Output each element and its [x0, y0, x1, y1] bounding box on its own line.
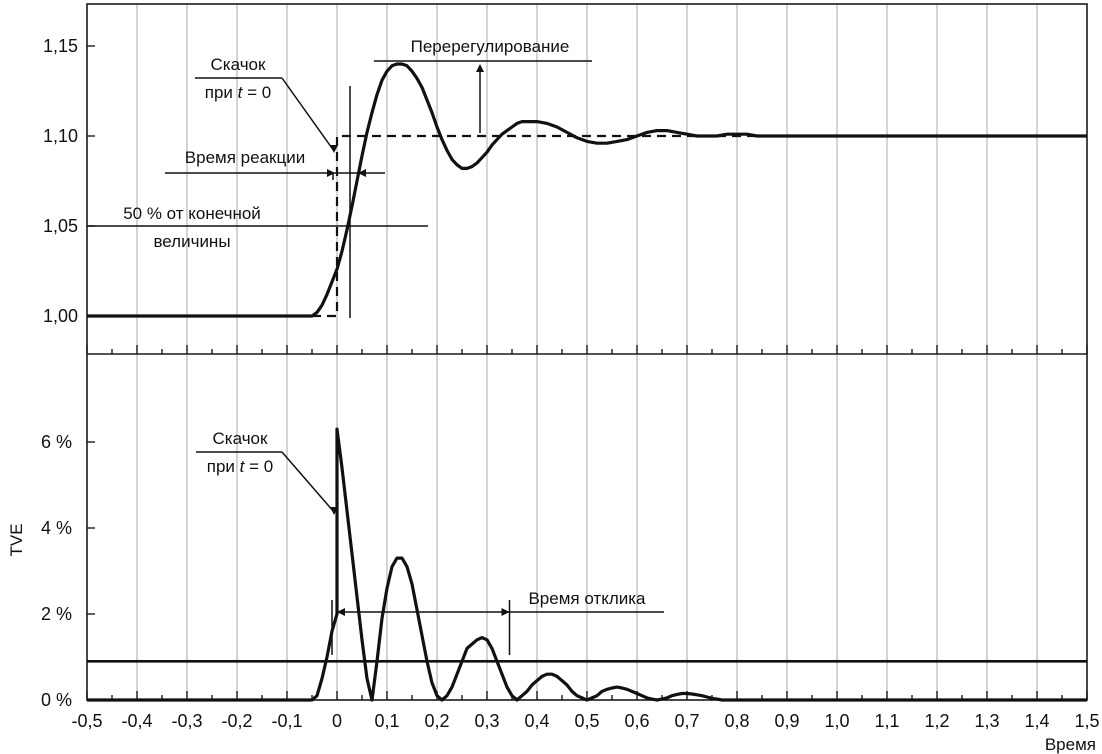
reaction-time-label: Время реакции	[185, 148, 305, 167]
arrow-head	[330, 507, 338, 515]
x-tick-label: -0,5	[71, 711, 102, 731]
x-tick-label: -0,3	[171, 711, 202, 731]
x-tick-label: 0,2	[424, 711, 449, 731]
x-tick-label: 0	[332, 711, 342, 731]
jump-label-line2: при t = 0	[205, 83, 271, 102]
x-tick-label: 0,3	[474, 711, 499, 731]
x-tick-label: 0,9	[774, 711, 799, 731]
jump-label-line2: при t = 0	[207, 457, 273, 476]
x-tick-label: 1,5	[1074, 711, 1099, 731]
x-tick-label: 1,0	[824, 711, 849, 731]
arrow-head	[358, 169, 366, 177]
x-axis-title: Время	[1045, 735, 1096, 754]
fifty-percent-label-line2: величины	[153, 232, 230, 251]
arrow-head	[327, 169, 335, 177]
jump-leader-line-bottom	[281, 451, 335, 513]
y-tick-label-top: 1,10	[43, 126, 78, 146]
bottom-panel-series	[87, 427, 1087, 702]
y-tick-label-bottom: 0 %	[41, 690, 72, 710]
jump-label-line1: Скачок	[213, 429, 268, 448]
arrow-head	[337, 608, 345, 616]
x-tick-label: 1,1	[874, 711, 899, 731]
x-tick-label: 0,1	[374, 711, 399, 731]
arrow-head	[476, 64, 484, 72]
ideal-step-series	[87, 134, 1087, 318]
fifty-percent-label-line1: 50 % от конечной	[123, 204, 261, 223]
annotations: Скачок при t = 0 Перерегулирование Время ре…	[87, 37, 664, 655]
x-tick-label: 0,6	[624, 711, 649, 731]
x-tick-label: -0,4	[121, 711, 152, 731]
y-tick-label-bottom: 6 %	[41, 432, 72, 452]
x-tick-label: 0,4	[524, 711, 549, 731]
overshoot-label: Перерегулирование	[411, 37, 570, 56]
response-time-label: Время отклика	[528, 589, 646, 608]
x-tick-label: -0,2	[221, 711, 252, 731]
tve-error-series	[87, 427, 1087, 702]
x-tick-label: 0,5	[574, 711, 599, 731]
arrow-head	[330, 145, 338, 153]
y-tick-label-top: 1,15	[43, 36, 78, 56]
tick-labels: -0,5 -0,4 -0,3 -0,2 -0,1 0 0,1 0,2 0,3 0,4 0,5 0,6 0…	[7, 36, 1100, 754]
jump-label-line1: Скачок	[211, 55, 266, 74]
x-tick-label: -0,1	[271, 711, 302, 731]
x-tick-label: 0,7	[674, 711, 699, 731]
y-tick-label-bottom: 2 %	[41, 604, 72, 624]
x-tick-label: 1,3	[974, 711, 999, 731]
x-tick-label: 0,8	[724, 711, 749, 731]
y-tick-label-top: 1,05	[43, 216, 78, 236]
y-tick-label-top: 1,00	[43, 306, 78, 326]
y-axis-title: TVE	[7, 523, 26, 556]
top-panel-series	[87, 62, 1087, 318]
arrow-head	[501, 608, 510, 616]
measured-response-series	[87, 62, 1087, 318]
x-tick-label: 1,2	[924, 711, 949, 731]
jump-leader-line	[281, 77, 335, 152]
x-tick-label: 1,4	[1024, 711, 1049, 731]
y-tick-label-bottom: 4 %	[41, 518, 72, 538]
